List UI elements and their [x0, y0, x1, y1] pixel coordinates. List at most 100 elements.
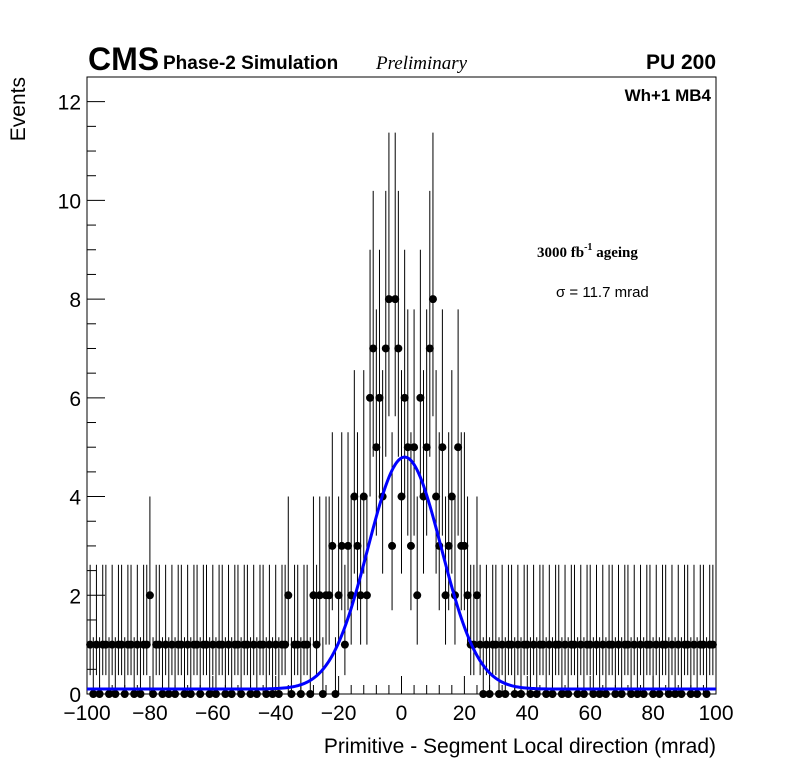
data-point	[586, 640, 595, 649]
data-point	[708, 640, 717, 649]
data-point	[595, 690, 604, 698]
data-point	[92, 640, 101, 649]
data-point	[693, 690, 702, 698]
data-point	[614, 640, 623, 649]
data-point	[649, 690, 658, 698]
error-bars	[88, 132, 715, 695]
data-point	[86, 640, 95, 649]
x-tick-label: −40	[258, 702, 294, 725]
data-point	[312, 640, 321, 649]
data-point	[498, 640, 507, 649]
x-tick-label: 40	[516, 702, 539, 725]
data-point	[639, 690, 648, 698]
ageing-sup: -1	[584, 242, 592, 253]
data-point	[441, 591, 450, 600]
x-tick-label: −60	[195, 702, 231, 725]
data-point	[608, 640, 617, 649]
x-tick-label: −20	[321, 702, 357, 725]
data-point	[664, 690, 673, 698]
data-point	[296, 690, 305, 698]
data-point	[142, 640, 151, 649]
data-point	[133, 640, 142, 649]
experiment-label: CMS	[88, 41, 159, 77]
data-point	[400, 393, 409, 402]
data-point	[95, 690, 104, 698]
data-point	[611, 690, 620, 698]
data-point	[476, 640, 485, 649]
pileup-label: PU 200	[646, 51, 716, 74]
data-point	[331, 690, 340, 698]
data-point	[287, 690, 296, 698]
data-point	[366, 393, 375, 402]
data-point	[180, 690, 189, 698]
data-point	[334, 591, 343, 600]
data-point	[211, 690, 220, 698]
data-point	[227, 690, 236, 698]
y-axis: 0 2 4 6 8 10 12	[58, 76, 105, 707]
data-point	[589, 690, 598, 698]
data-point	[259, 640, 268, 649]
data-point	[164, 690, 173, 698]
data-point	[369, 344, 378, 353]
ageing-tail: ageing	[592, 245, 638, 261]
data-point	[262, 690, 271, 698]
data-point	[539, 640, 548, 649]
data-point	[205, 690, 214, 698]
data-point	[627, 690, 636, 698]
data-point	[271, 640, 280, 649]
data-point	[89, 690, 98, 698]
data-point	[325, 591, 334, 600]
data-point	[161, 640, 170, 649]
data-point	[281, 640, 290, 649]
data-point	[428, 295, 437, 304]
data-point	[268, 690, 277, 698]
data-point	[683, 640, 692, 649]
data-point	[149, 690, 158, 698]
data-point	[570, 640, 579, 649]
y-axis-title: Events	[7, 77, 30, 141]
data-point	[447, 492, 456, 501]
data-point	[501, 690, 510, 698]
y-tick-label: 10	[58, 190, 81, 213]
data-point	[579, 690, 588, 698]
data-point	[494, 690, 503, 698]
data-point	[517, 690, 526, 698]
data-point	[350, 492, 359, 501]
data-point	[315, 591, 324, 600]
data-point	[548, 690, 557, 698]
data-point	[671, 690, 680, 698]
data-points	[86, 295, 717, 698]
data-point	[479, 690, 488, 698]
x-tick-label: −100	[63, 702, 110, 725]
ageing-main: 3000 fb	[537, 245, 584, 261]
data-point	[557, 690, 566, 698]
data-point	[274, 690, 283, 698]
data-point	[293, 640, 302, 649]
data-point	[633, 690, 642, 698]
x-axis: −100 −80 −60 −40 −20 0 20 40 60 80 100	[63, 676, 734, 725]
data-point	[689, 640, 698, 649]
x-tick-label: 100	[698, 702, 733, 725]
data-point	[623, 640, 632, 649]
data-point	[545, 640, 554, 649]
data-point	[652, 640, 661, 649]
data-point	[224, 640, 233, 649]
data-point	[422, 443, 431, 452]
data-point	[542, 690, 551, 698]
data-point	[573, 690, 582, 698]
data-point	[636, 640, 645, 649]
data-point	[394, 344, 403, 353]
y-tick-label: 4	[69, 487, 81, 510]
data-point	[677, 690, 686, 698]
data-point	[130, 690, 139, 698]
data-point	[145, 591, 154, 600]
data-point	[510, 690, 519, 698]
data-point	[630, 640, 639, 649]
data-point	[337, 541, 346, 550]
y-tick-label: 12	[58, 92, 81, 115]
data-point	[702, 690, 711, 698]
y-tick-label: 2	[69, 585, 81, 608]
data-point	[356, 591, 365, 600]
y-tick-label: 0	[69, 684, 81, 707]
data-point	[284, 591, 293, 600]
